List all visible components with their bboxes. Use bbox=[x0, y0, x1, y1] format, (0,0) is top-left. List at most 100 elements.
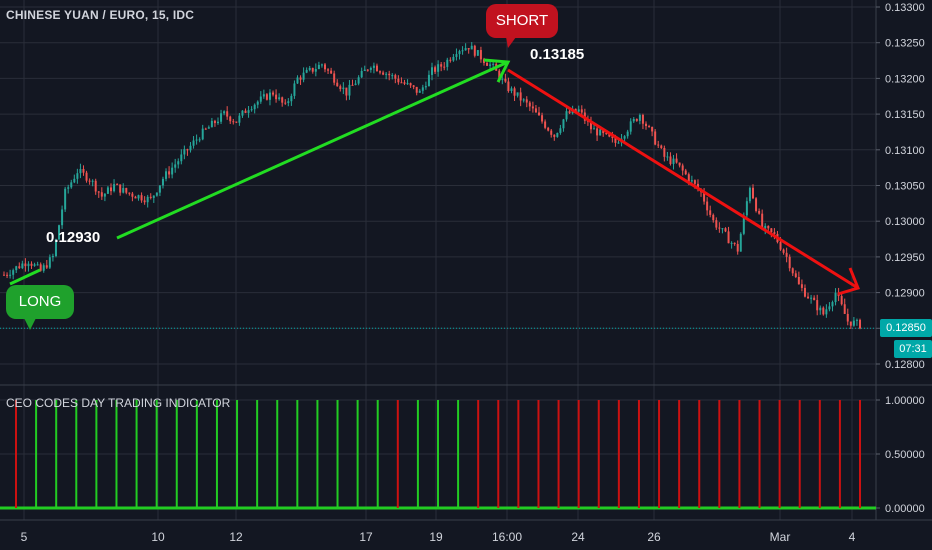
candle-body bbox=[158, 185, 161, 193]
candle-body bbox=[168, 171, 171, 175]
entry-price-label: 0.12930 bbox=[46, 229, 101, 246]
long-signal-bubble: LONG bbox=[6, 285, 74, 319]
candle-body bbox=[333, 73, 336, 83]
candle-body bbox=[663, 147, 666, 157]
candle-body bbox=[177, 161, 180, 165]
candle-body bbox=[550, 130, 553, 135]
candle-body bbox=[449, 59, 452, 61]
time-axis-label: 24 bbox=[571, 530, 585, 544]
candle-body bbox=[18, 266, 21, 269]
indicator-axis-label: 0.00000 bbox=[885, 503, 925, 515]
candle-body bbox=[61, 209, 64, 226]
candle-body bbox=[305, 69, 308, 73]
candle-body bbox=[201, 128, 204, 140]
candle-body bbox=[593, 128, 596, 130]
candle-body bbox=[171, 167, 174, 175]
candle-body bbox=[272, 92, 275, 95]
candle-body bbox=[681, 165, 684, 171]
candle-body bbox=[394, 75, 397, 79]
candle-body bbox=[67, 187, 70, 189]
candle-body bbox=[152, 195, 155, 198]
candle-body bbox=[217, 121, 219, 124]
candle-body bbox=[94, 180, 97, 192]
candle-body bbox=[415, 86, 418, 93]
short-bubble-tail bbox=[506, 37, 516, 48]
candle-body bbox=[764, 225, 767, 229]
candle-body bbox=[797, 276, 800, 285]
candle-body bbox=[767, 225, 770, 229]
candle-body bbox=[443, 66, 446, 68]
short-arrow-line bbox=[507, 68, 859, 290]
candle-body bbox=[758, 210, 761, 214]
candle-body bbox=[513, 88, 516, 96]
candle-body bbox=[64, 188, 67, 210]
candle-body bbox=[501, 78, 504, 80]
last-price-tag: 0.12850 bbox=[880, 319, 932, 338]
candle-body bbox=[813, 297, 816, 301]
time-axis-label: 16:00 bbox=[492, 530, 522, 544]
candle-body bbox=[360, 70, 363, 78]
candle-body bbox=[654, 131, 657, 145]
exit-price-label: 0.13185 bbox=[530, 46, 585, 63]
candle-body bbox=[810, 297, 813, 299]
candle-body bbox=[516, 92, 519, 96]
candle-body bbox=[761, 213, 764, 229]
candle-body bbox=[849, 321, 852, 326]
candle-body bbox=[565, 111, 568, 120]
candle-body bbox=[608, 133, 611, 137]
candle-body bbox=[846, 313, 849, 322]
candle-body bbox=[473, 45, 476, 56]
candle-body bbox=[727, 231, 730, 244]
candle-body bbox=[397, 78, 400, 83]
candle-body bbox=[715, 220, 718, 228]
candle-body bbox=[635, 118, 638, 121]
long-arrow-start bbox=[9, 268, 41, 286]
candle-body bbox=[718, 227, 721, 229]
candle-body bbox=[244, 110, 247, 113]
candle-body bbox=[281, 97, 284, 103]
candle-body bbox=[186, 149, 189, 151]
candle-body bbox=[106, 187, 109, 194]
candle-body bbox=[409, 83, 412, 86]
candle-body bbox=[375, 65, 378, 72]
price-axis-label: 0.12900 bbox=[885, 288, 925, 300]
candle-body bbox=[366, 69, 369, 71]
price-axis-label: 0.13100 bbox=[885, 145, 925, 157]
candle-body bbox=[327, 69, 330, 71]
candle-body bbox=[336, 82, 339, 87]
candle-body bbox=[311, 67, 314, 72]
candle-body bbox=[424, 86, 427, 88]
candle-body bbox=[788, 256, 791, 269]
price-axis-label: 0.12950 bbox=[885, 252, 925, 264]
time-axis-label: 12 bbox=[229, 530, 243, 544]
candle-body bbox=[507, 81, 510, 91]
candle-body bbox=[626, 131, 629, 137]
candle-body bbox=[210, 120, 213, 128]
candle-body bbox=[733, 242, 736, 244]
candle-body bbox=[577, 109, 580, 112]
candle-body bbox=[831, 302, 834, 307]
candle-body bbox=[192, 140, 195, 146]
candle-body bbox=[755, 198, 758, 211]
candle-body bbox=[434, 67, 437, 72]
candle-body bbox=[660, 145, 663, 148]
candle-body bbox=[12, 270, 15, 275]
candle-body bbox=[773, 232, 776, 234]
price-axis-label: 0.13200 bbox=[885, 73, 925, 85]
candle-body bbox=[461, 50, 464, 52]
candle-body bbox=[58, 225, 61, 240]
indicator-spikes bbox=[15, 400, 861, 508]
candle-body bbox=[97, 191, 100, 193]
candle-body bbox=[265, 94, 268, 100]
candle-body bbox=[596, 128, 599, 136]
candle-body bbox=[247, 110, 250, 113]
candle-body bbox=[275, 94, 278, 100]
candle-body bbox=[614, 137, 617, 143]
candle-body bbox=[547, 127, 550, 131]
short-arrowhead bbox=[837, 267, 861, 296]
candle-body bbox=[476, 50, 479, 56]
time-axis-label: 5 bbox=[21, 530, 28, 544]
candle-body bbox=[238, 115, 241, 123]
candle-body bbox=[431, 67, 433, 75]
